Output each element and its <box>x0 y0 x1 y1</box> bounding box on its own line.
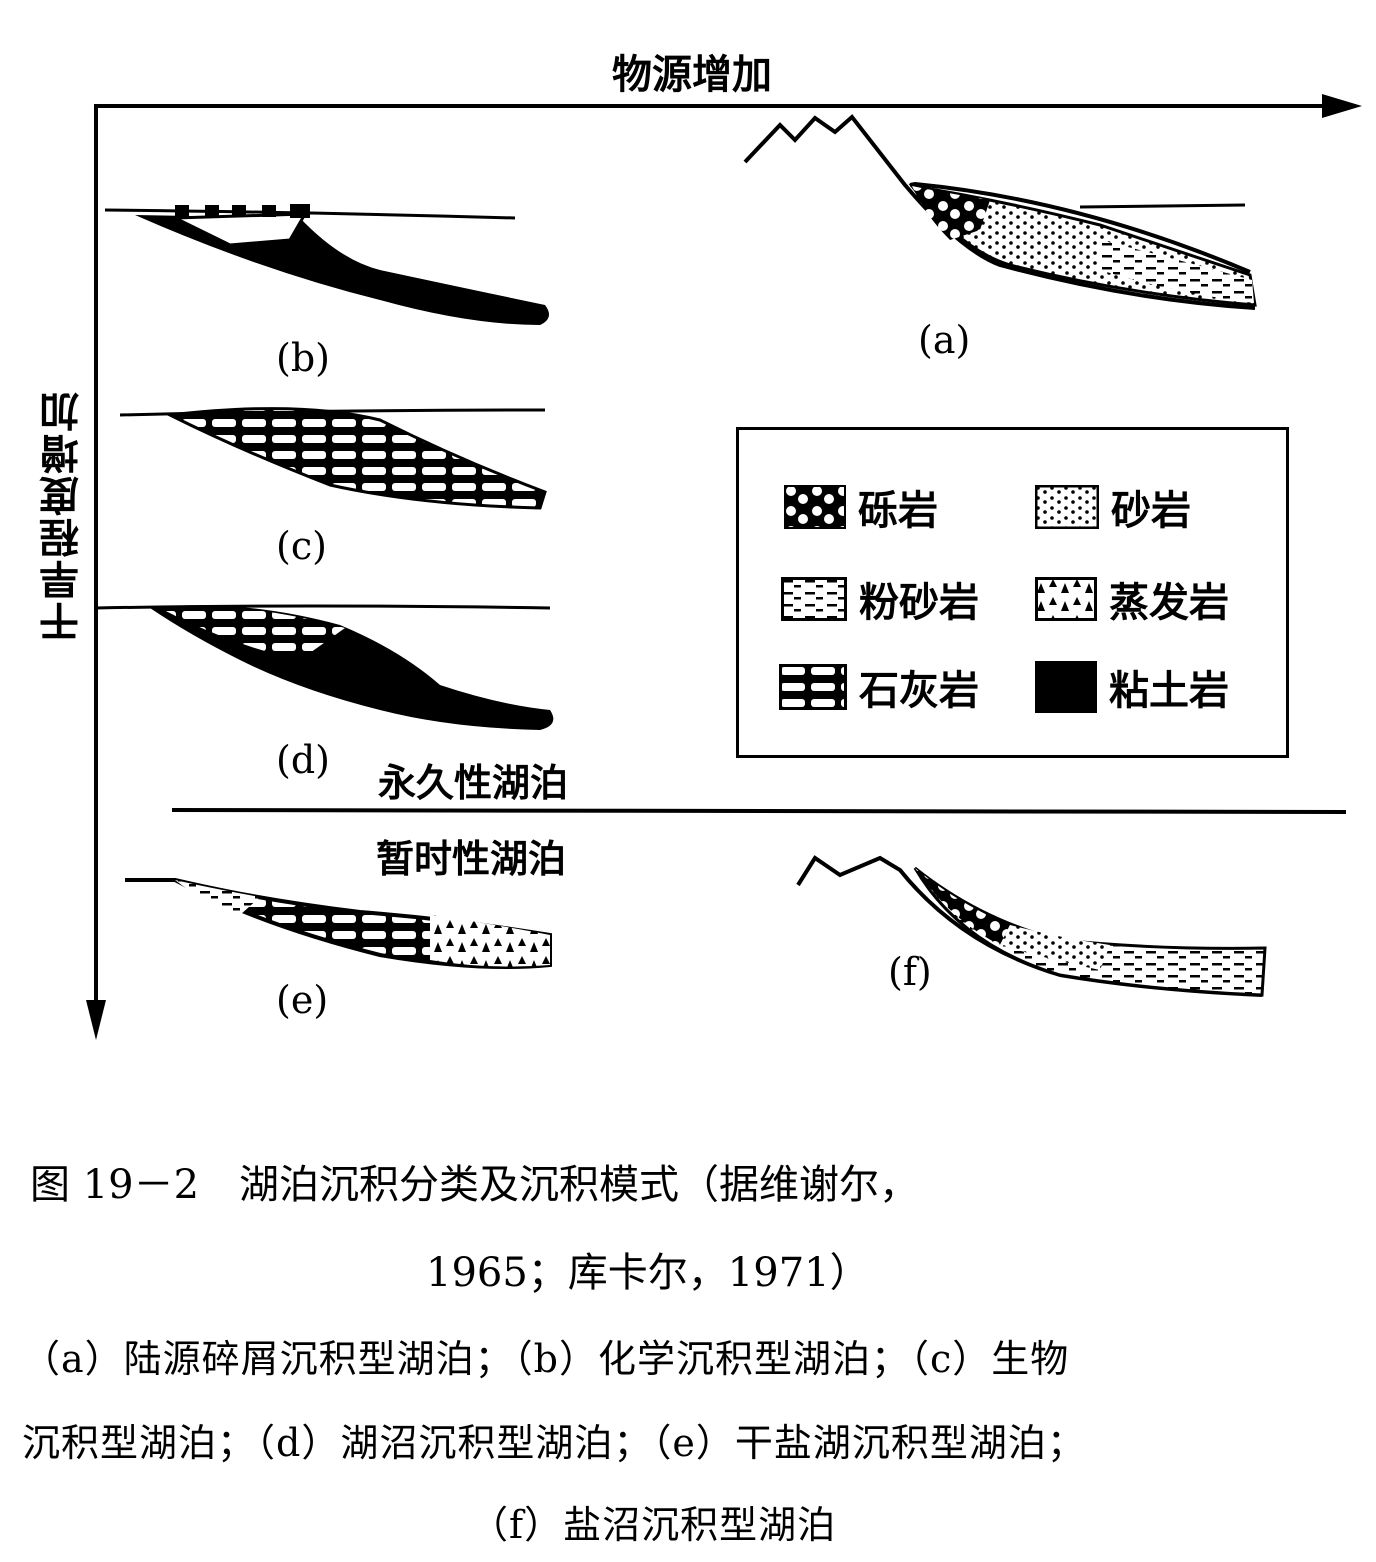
panel-a-graphic <box>743 114 1257 310</box>
legend-item-evaporite: 蒸发岩 <box>1035 570 1229 628</box>
x-axis-title: 物源增加 <box>612 52 772 98</box>
figure-caption-line1: 图 19－2 湖泊沉积分类及沉积模式（据维谢尔， <box>30 1162 920 1208</box>
panel-label-e: (e) <box>276 978 329 1022</box>
conglomerate-swatch-icon <box>784 485 846 529</box>
zone-label-permanent: 永久性湖泊 <box>378 761 569 805</box>
legend-item-claystone: 粘土岩 <box>1035 658 1229 716</box>
evaporite-swatch-icon <box>1035 577 1097 621</box>
limestone-swatch-icon <box>779 664 847 710</box>
panel-b-graphic <box>104 204 549 325</box>
panel-label-f: (f) <box>888 950 932 994</box>
panel-label-b: (b) <box>276 336 330 380</box>
figure-caption-line2: 1965；库卡尔，1971） <box>426 1250 870 1296</box>
legend-label: 蒸发岩 <box>1109 580 1229 626</box>
axes-graphic <box>86 94 1362 1040</box>
legend-item-sandstone: 砂岩 <box>1035 478 1191 536</box>
panel-label-a: (a) <box>918 318 971 362</box>
sandstone-swatch-icon <box>1035 485 1099 529</box>
legend-label: 粘土岩 <box>1109 668 1229 714</box>
y-axis-title: 干旱程度增加 <box>40 390 86 642</box>
legend-item-conglomerate: 砾岩 <box>784 478 938 536</box>
panel-c-graphic <box>119 407 547 510</box>
legend-box: 砾岩 砂岩 粉砂岩 蒸发岩 石灰岩 粘土岩 <box>736 427 1289 758</box>
figure-subcaption-line2: 沉积型湖泊；（d）湖沼沉积型湖泊；（e）干盐湖沉积型湖泊； <box>22 1421 1086 1465</box>
figure-subcaption-line1: （a）陆源碎屑沉积型湖泊；（b）化学沉积型湖泊；（c）生物 <box>22 1337 1070 1381</box>
panel-e-graphic <box>125 878 552 970</box>
legend-label: 砂岩 <box>1111 488 1191 534</box>
figure-subcaption-line3: （f）盐沼沉积型湖泊 <box>470 1503 837 1547</box>
legend-label: 石灰岩 <box>859 668 979 714</box>
panel-label-d: (d) <box>276 738 330 782</box>
panel-d-graphic <box>95 604 554 730</box>
legend-label: 砾岩 <box>858 488 938 534</box>
legend-item-siltstone: 粉砂岩 <box>781 570 979 628</box>
claystone-swatch-icon <box>1035 661 1097 713</box>
legend-item-limestone: 石灰岩 <box>779 658 979 716</box>
legend-label: 粉砂岩 <box>859 580 979 626</box>
panel-f-graphic <box>796 855 1267 997</box>
zone-label-temporary: 暂时性湖泊 <box>376 837 567 881</box>
zone-divider <box>171 808 1347 814</box>
panel-label-c: (c) <box>276 524 327 568</box>
siltstone-swatch-icon <box>781 577 847 621</box>
